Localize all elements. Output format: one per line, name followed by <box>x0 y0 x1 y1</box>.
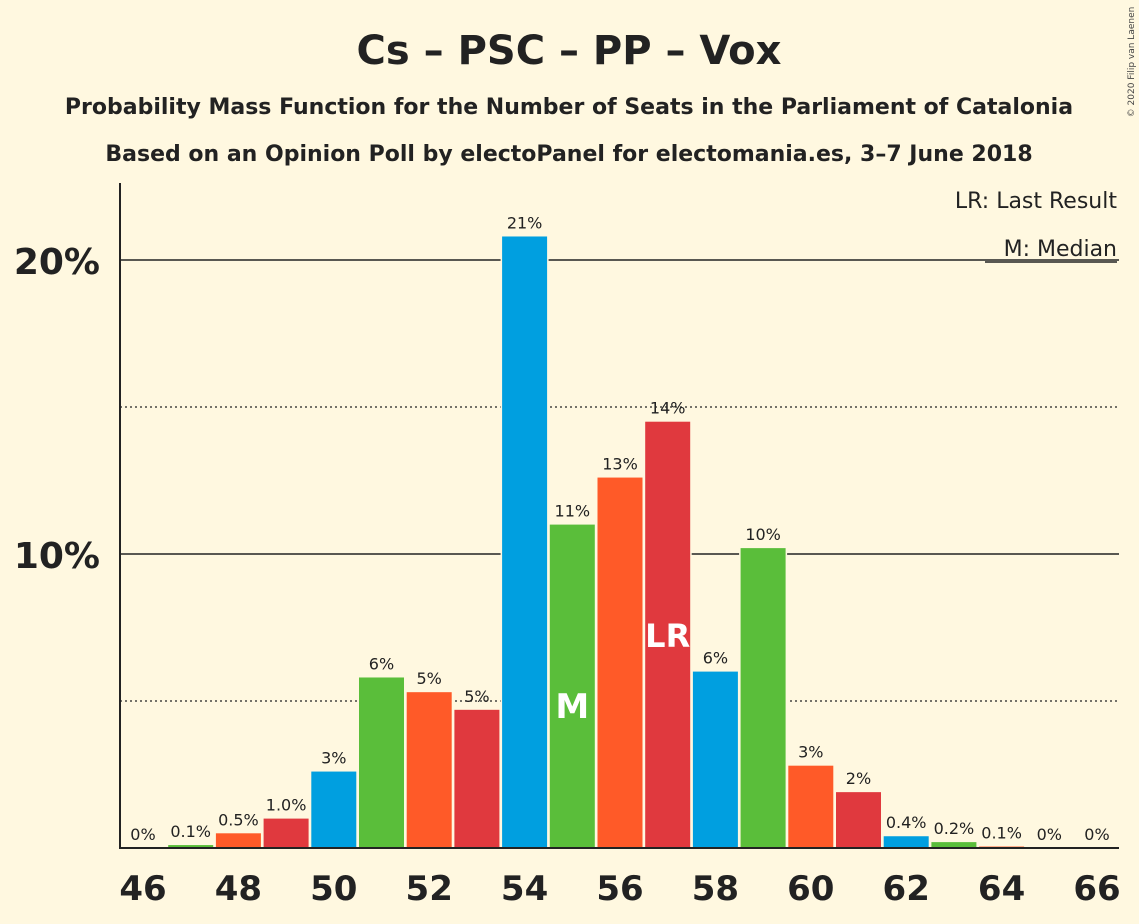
bar-label-51: 6% <box>369 654 394 673</box>
bar-51 <box>359 677 404 848</box>
copyright-notice: © 2020 Filip van Laenen <box>1127 7 1137 118</box>
bar-label-52: 5% <box>417 669 442 688</box>
bar-52 <box>406 692 452 848</box>
bar-label-64: 0.1% <box>981 824 1022 843</box>
bars-group: 0% 0.1% 0.5% 1.0% 3% 6% 5% 5% 21% 11% M 13% 14% LR 6% 1… <box>130 213 1110 849</box>
bar-label-50: 3% <box>321 749 346 768</box>
bar-56 <box>597 477 643 848</box>
bar-label-46: 0% <box>130 825 155 844</box>
bar-label-49: 1.0% <box>266 796 307 815</box>
bar-50 <box>311 771 357 848</box>
bar-label-57: 14% <box>650 399 686 418</box>
bar-60 <box>788 765 834 848</box>
bar-58 <box>692 671 738 848</box>
x-tick-label-7: 60 <box>787 869 834 909</box>
x-tick-label-2: 50 <box>310 869 357 909</box>
bar-gap-64 <box>977 845 1026 848</box>
bar-55 <box>549 524 595 848</box>
bar-49 <box>263 818 309 848</box>
bar-57 <box>645 421 691 848</box>
x-tick-label-8: 62 <box>883 869 930 909</box>
bar-label-61: 2% <box>846 769 871 788</box>
bar-label-48: 0.5% <box>218 810 259 829</box>
y-tick-label-1: 20% <box>14 242 100 283</box>
x-tick-label-3: 52 <box>406 869 453 909</box>
bar-label-60: 3% <box>798 743 823 762</box>
x-tick-label-5: 56 <box>596 869 643 909</box>
bar-54 <box>502 236 548 849</box>
bar-label-63: 0.2% <box>934 819 975 838</box>
chart-subtitle-2: Based on an Opinion Poll by electoPanel … <box>105 142 1032 167</box>
x-tick-label-1: 48 <box>215 869 262 909</box>
bar-53 <box>454 709 500 848</box>
legend-last-result: LR: Last Result <box>955 189 1117 214</box>
bar-47 <box>168 845 214 848</box>
axes: 10% 20% 46 48 50 52 54 56 58 60 62 64 66 <box>14 183 1121 909</box>
median-marker: M <box>555 687 589 727</box>
x-tick-label-0: 46 <box>119 869 166 909</box>
bar-label-55: 11% <box>555 502 591 521</box>
chart-subtitle-1: Probability Mass Function for the Number… <box>65 95 1073 120</box>
legend-median: M: Median <box>1004 237 1117 262</box>
bar-59 <box>740 548 786 848</box>
last-result-marker: LR <box>645 617 690 655</box>
bar-61 <box>836 792 881 848</box>
bar-label-58: 6% <box>703 649 728 668</box>
x-tick-label-9: 64 <box>978 869 1025 909</box>
bar-label-66: 0% <box>1084 825 1109 844</box>
bar-label-62: 0.4% <box>886 813 927 832</box>
chart-title: Cs – PSC – PP – Vox <box>357 28 782 74</box>
bar-48 <box>215 833 261 848</box>
bar-label-54: 21% <box>507 213 543 232</box>
x-tick-label-4: 54 <box>501 869 548 909</box>
bar-label-56: 13% <box>602 455 638 474</box>
x-tick-label-6: 58 <box>692 869 739 909</box>
bar-label-59: 10% <box>745 525 781 544</box>
y-tick-label-0: 10% <box>14 536 100 577</box>
bar-label-47: 0.1% <box>170 822 211 841</box>
x-tick-label-10: 66 <box>1073 869 1120 909</box>
bar-label-53: 5% <box>464 687 489 706</box>
bar-63 <box>931 842 977 848</box>
bar-62 <box>883 836 929 848</box>
bar-label-65: 0% <box>1037 825 1062 844</box>
